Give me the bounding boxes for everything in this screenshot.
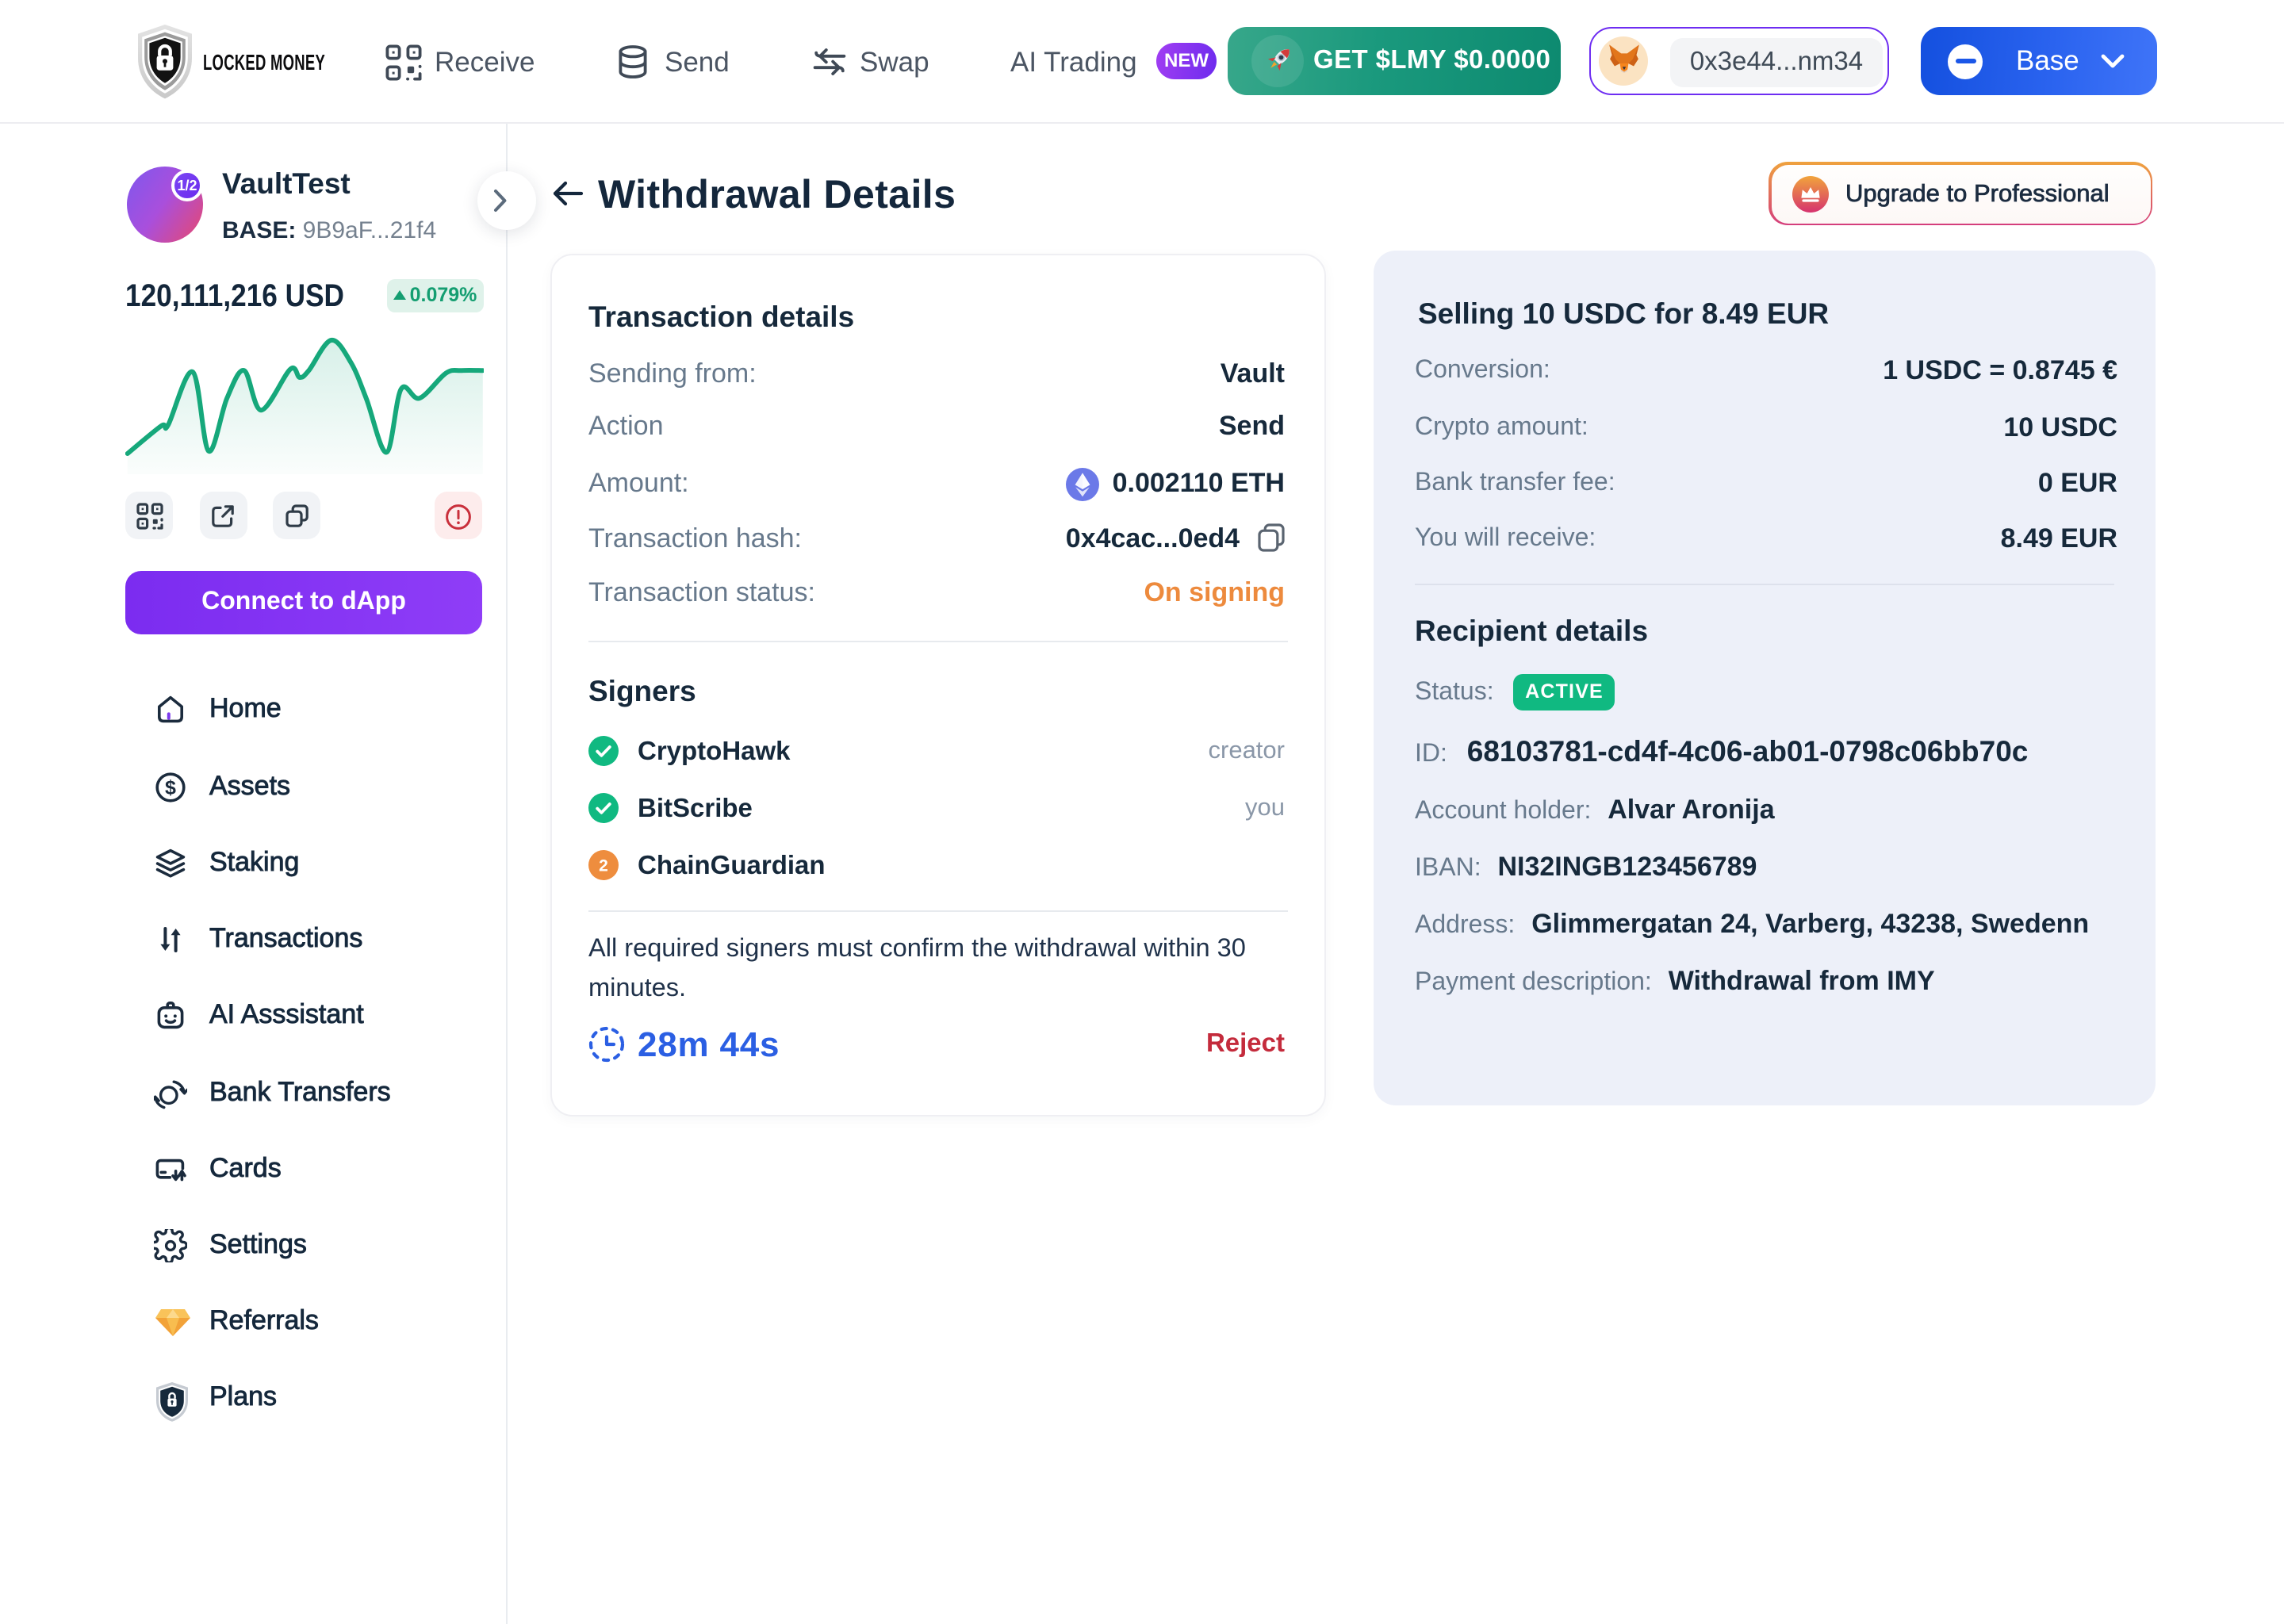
svg-text:2: 2 (599, 856, 608, 875)
svg-text:$: $ (165, 776, 176, 799)
